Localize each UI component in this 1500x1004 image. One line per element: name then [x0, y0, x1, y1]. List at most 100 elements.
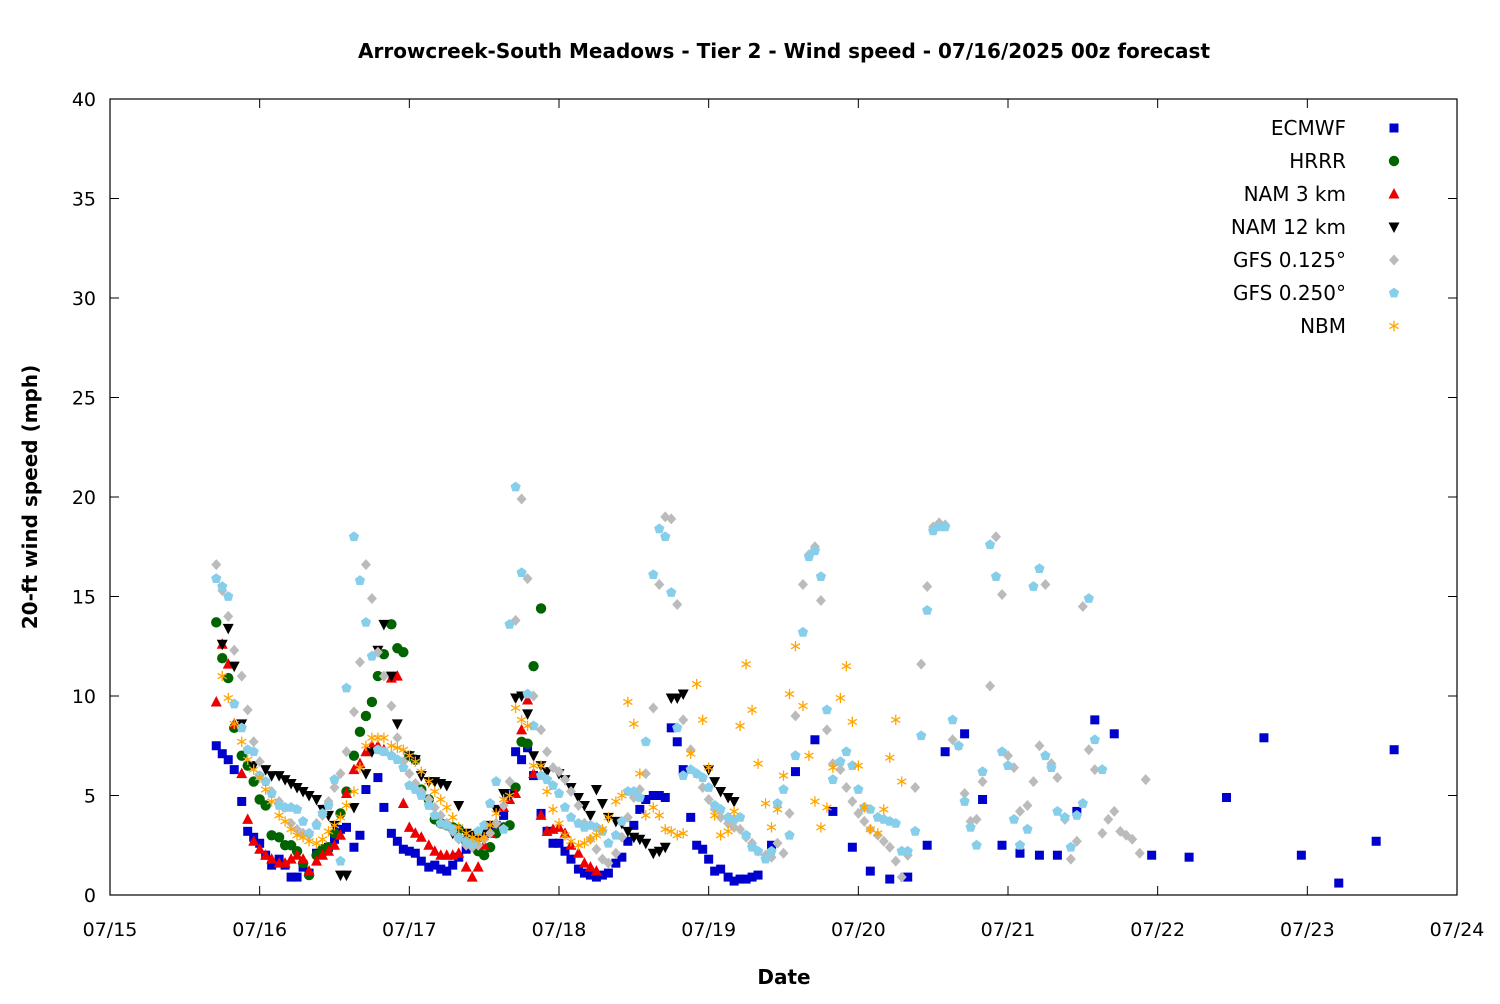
data-point [835, 756, 846, 767]
x-axis-title: Date [757, 965, 810, 989]
legend-item: GFS 0.125° [1233, 248, 1399, 272]
marker-stroke [778, 772, 789, 779]
data-point [654, 579, 665, 591]
data-point [554, 766, 564, 778]
data-point [547, 780, 559, 790]
marker-stroke [286, 826, 296, 833]
data-point [254, 772, 265, 783]
data-point [585, 870, 595, 880]
data-point [311, 819, 322, 830]
data-point [584, 810, 596, 822]
data-point [1014, 839, 1026, 850]
data-point [735, 720, 745, 732]
data-point [349, 786, 359, 797]
data-point [516, 723, 528, 735]
data-point [647, 848, 659, 860]
series-gfs-0-250 [211, 481, 1108, 866]
marker-stroke [504, 792, 515, 799]
marker-stroke [729, 808, 739, 815]
data-point [790, 710, 801, 722]
marker-stroke [878, 806, 889, 813]
data-point [398, 744, 409, 755]
data-point [416, 856, 426, 866]
data-point [335, 812, 346, 823]
marker-stroke [441, 804, 452, 811]
data-point [373, 732, 383, 743]
data-point [423, 800, 434, 810]
marker-stroke [355, 764, 365, 771]
marker-stroke [298, 834, 308, 841]
y-tick-label: 15 [72, 587, 96, 609]
marker-stroke [766, 824, 777, 831]
data-point [648, 569, 659, 579]
data-point [510, 787, 522, 799]
data-point [1127, 833, 1138, 845]
data-point [416, 766, 427, 777]
data-point [429, 786, 440, 797]
data-point [211, 559, 222, 571]
data-point [522, 688, 533, 699]
data-point [242, 813, 254, 824]
legend-marker [1389, 320, 1399, 332]
data-point [610, 829, 622, 840]
data-point [404, 846, 414, 856]
marker-stroke [292, 832, 302, 839]
data-point [821, 704, 833, 715]
marker-stroke [697, 716, 708, 724]
data-point [828, 806, 838, 816]
data-point [640, 768, 651, 780]
data-point [329, 820, 340, 831]
data-point [635, 804, 645, 814]
data-point [528, 720, 539, 731]
data-point [354, 575, 366, 585]
data-point [542, 746, 553, 758]
y-tick-label: 35 [72, 189, 96, 211]
data-point [1109, 805, 1120, 817]
data-point [740, 829, 752, 840]
data-point [223, 672, 234, 684]
data-point [715, 830, 726, 841]
marker-stroke [847, 718, 858, 726]
data-point [716, 864, 726, 874]
data-point [772, 837, 783, 849]
data-point [878, 835, 889, 847]
data-point [729, 806, 739, 817]
data-point [878, 804, 889, 815]
data-point [890, 714, 901, 726]
data-point [590, 785, 602, 796]
legend-item: ECMWF [1271, 116, 1399, 140]
data-point [286, 817, 297, 829]
data-point [491, 817, 502, 829]
data-point [398, 844, 408, 854]
data-point [467, 837, 478, 848]
data-point [1052, 772, 1063, 784]
data-point [472, 861, 484, 872]
data-point [510, 702, 521, 714]
marker-stroke [772, 806, 783, 813]
data-point [323, 826, 334, 837]
data-point [447, 812, 458, 823]
data-point [317, 849, 329, 860]
data-point [504, 776, 515, 788]
data-point [704, 854, 714, 864]
data-point [971, 813, 982, 825]
data-point [959, 788, 970, 800]
data-point [784, 688, 795, 700]
marker-stroke [473, 836, 484, 843]
plot-area [210, 481, 1399, 888]
data-point [548, 804, 558, 815]
marker-stroke [280, 818, 290, 825]
data-point [672, 598, 683, 610]
data-point [1090, 715, 1100, 725]
x-tick-label: 07/17 [382, 919, 437, 941]
marker-stroke [304, 838, 314, 845]
data-point [603, 812, 614, 823]
data-point [703, 793, 714, 805]
data-point [392, 742, 403, 753]
data-point [291, 849, 303, 860]
data-point [654, 523, 665, 534]
data-point [542, 786, 552, 797]
data-point [804, 750, 814, 761]
data-point [573, 799, 584, 811]
